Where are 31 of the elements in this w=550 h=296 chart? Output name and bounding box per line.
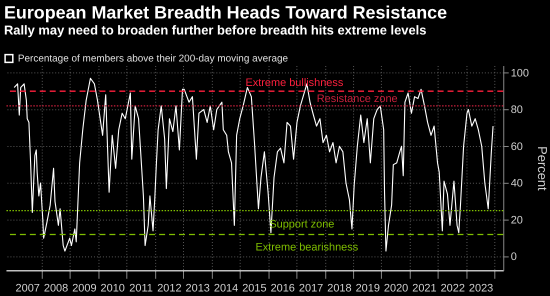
y-tick-label: 60 (510, 140, 523, 153)
x-tick-label: 2010 (100, 282, 125, 295)
x-tick-label: 2012 (157, 282, 182, 295)
ref-line-label: Resistance zone (316, 92, 398, 105)
x-tick-label: 2018 (327, 282, 352, 295)
chart-subtitle: Rally may need to broaden further before breadth hits extreme levels (4, 22, 426, 38)
legend-label: Percentage of members above their 200-day moving average (18, 53, 288, 64)
x-tick-label: 2020 (384, 282, 408, 295)
x-tick-label: 2008 (44, 282, 68, 295)
x-tick-label: 2016 (270, 282, 295, 295)
x-tick-label: 2014 (214, 282, 238, 295)
x-tick-label: 2017 (298, 282, 324, 295)
x-tick-label: 2013 (186, 282, 210, 295)
y-axis-title: Percent (534, 146, 550, 192)
ref-line-label: Extreme bullishness (245, 77, 344, 90)
chart-title: European Market Breadth Heads Toward Resistance (4, 2, 448, 23)
line-series (14, 78, 494, 252)
y-tick-label: 100 (510, 67, 529, 80)
x-tick-label: 2019 (356, 282, 380, 295)
x-tick-label: 2023 (468, 282, 494, 295)
x-tick-label: 2007 (16, 282, 40, 295)
x-tick-label: 2021 (412, 282, 437, 295)
y-tick-label: 20 (510, 214, 523, 226)
x-tick-label: 2015 (242, 282, 267, 295)
y-tick-label: 0 (510, 251, 517, 264)
x-tick-label: 2009 (72, 282, 97, 295)
x-tick-label: 2011 (129, 282, 153, 295)
y-tick-label: 40 (510, 178, 523, 190)
ref-line-label: Extreme bearishness (255, 241, 359, 254)
y-tick-label: 80 (510, 104, 523, 116)
x-tick-label: 2022 (440, 282, 465, 295)
